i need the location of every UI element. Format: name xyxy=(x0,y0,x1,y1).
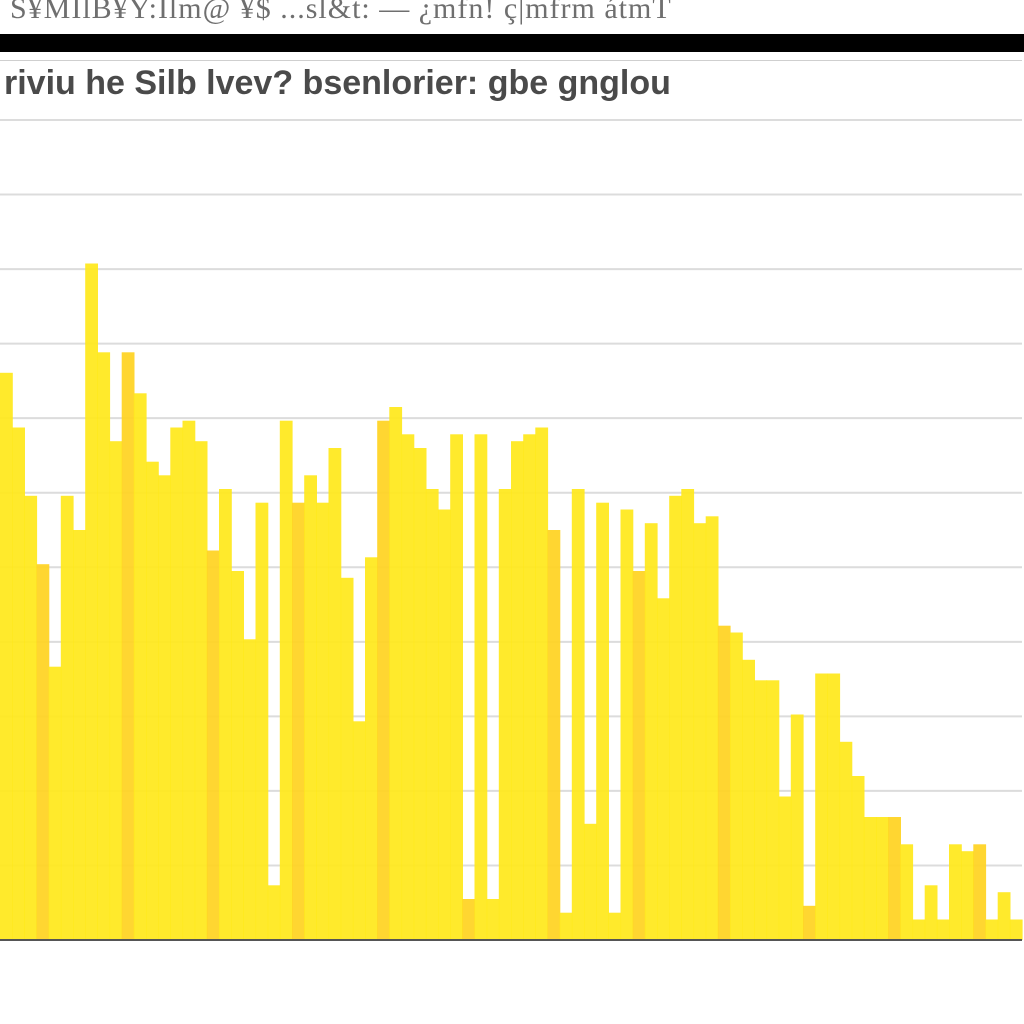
bar xyxy=(985,919,999,940)
chart-title: riviu he Silb lvev? bsenlorier: gbe gngl… xyxy=(4,64,671,102)
bar xyxy=(73,530,86,940)
bar xyxy=(693,523,707,940)
bar xyxy=(705,516,719,940)
bar xyxy=(316,502,330,940)
bar xyxy=(863,817,877,940)
bar xyxy=(790,714,804,940)
bar xyxy=(60,495,74,940)
bar xyxy=(523,434,536,940)
bar xyxy=(669,495,682,940)
bar xyxy=(620,509,634,940)
bar xyxy=(219,489,232,940)
bar xyxy=(608,912,622,940)
bar xyxy=(401,434,415,940)
bar xyxy=(949,844,962,940)
bar xyxy=(876,817,889,940)
bar xyxy=(438,509,451,940)
bar xyxy=(535,427,549,940)
bar xyxy=(36,564,50,940)
bar xyxy=(888,817,901,940)
bar xyxy=(547,530,561,940)
bar xyxy=(389,407,403,940)
bar xyxy=(267,885,281,940)
bar xyxy=(730,632,743,940)
bar xyxy=(742,659,755,940)
bar xyxy=(328,448,342,940)
bar xyxy=(973,844,987,940)
bar xyxy=(851,776,865,940)
bar xyxy=(304,475,317,940)
bar xyxy=(997,892,1011,940)
bar xyxy=(340,577,354,940)
bar xyxy=(803,905,816,940)
bar xyxy=(121,352,135,940)
bar xyxy=(146,461,159,940)
bar xyxy=(231,571,244,940)
bar xyxy=(24,495,38,940)
bar xyxy=(778,796,792,940)
bar xyxy=(425,489,439,940)
bar xyxy=(754,680,768,940)
bar xyxy=(413,448,427,940)
bar xyxy=(85,263,98,940)
bar xyxy=(936,919,950,940)
bar xyxy=(486,899,500,940)
bar xyxy=(48,666,62,940)
bar xyxy=(255,502,269,940)
bar xyxy=(12,427,25,940)
bar xyxy=(961,851,974,940)
bar xyxy=(182,420,196,940)
bar xyxy=(0,372,13,940)
bar xyxy=(815,673,828,940)
bar xyxy=(206,550,220,940)
bar xyxy=(681,489,695,940)
bar xyxy=(839,741,853,940)
window-title-bar xyxy=(0,34,1024,52)
bar xyxy=(900,844,914,940)
bar xyxy=(571,489,585,940)
bar xyxy=(924,885,938,940)
bar xyxy=(462,899,476,940)
bar xyxy=(194,441,208,940)
bar xyxy=(498,489,512,940)
bar xyxy=(559,912,573,940)
bar xyxy=(717,625,731,940)
window-title-text: S¥MĪlB¥Y:Ilm@ ¥$ ...sl&t: — ¿mfn! ç|mfrm… xyxy=(10,0,672,25)
bar xyxy=(133,393,147,940)
window-title-strip: S¥MĪlB¥Y:Ilm@ ¥$ ...sl&t: — ¿mfn! ç|mfrm… xyxy=(0,0,1024,34)
bar xyxy=(97,352,111,940)
bar xyxy=(644,523,658,940)
bar xyxy=(511,441,524,940)
bar xyxy=(450,434,463,940)
bar xyxy=(243,639,257,940)
bar xyxy=(365,557,378,940)
bar xyxy=(827,673,841,940)
bar xyxy=(657,598,670,940)
bar xyxy=(292,502,305,940)
bar xyxy=(1009,919,1023,940)
panel-top-border xyxy=(0,60,1022,61)
bar xyxy=(279,420,293,940)
bar xyxy=(109,441,123,940)
bar xyxy=(170,427,184,940)
bar xyxy=(474,434,488,940)
bar xyxy=(158,475,171,940)
bar xyxy=(632,571,646,940)
bar xyxy=(352,721,366,940)
bar xyxy=(584,823,597,940)
bar xyxy=(766,680,780,940)
bar xyxy=(912,919,926,940)
bar xyxy=(596,502,609,940)
bar xyxy=(377,420,390,940)
